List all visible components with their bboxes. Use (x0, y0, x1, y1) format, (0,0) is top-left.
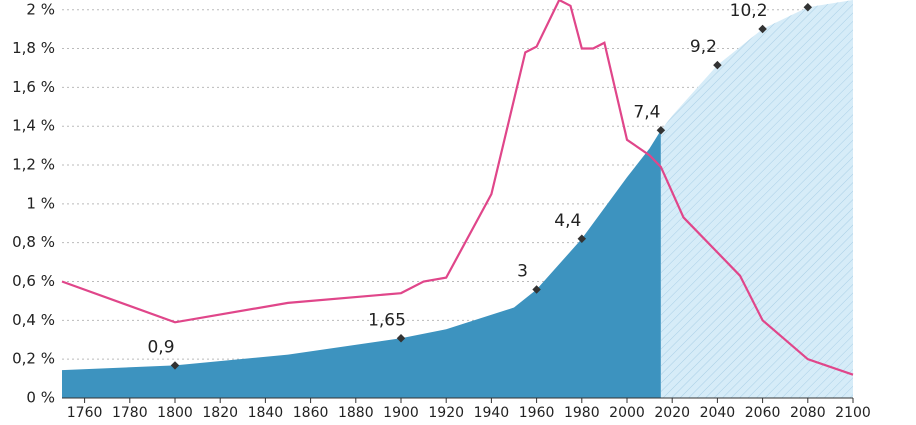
x-tick-label: 1980 (564, 405, 600, 421)
x-tick-label: 1900 (383, 405, 419, 421)
y-tick-label: 1,2 % (12, 156, 55, 174)
x-tick-label: 1960 (519, 405, 555, 421)
y-tick-label: 0,8 % (12, 233, 55, 251)
x-tick-label: 1760 (67, 405, 103, 421)
x-tick-label: 2060 (745, 405, 781, 421)
x-tick-label: 1940 (474, 405, 510, 421)
projection-hatch (660, 0, 853, 398)
y-tick-label: 1 % (26, 194, 55, 212)
x-tick-label: 2000 (609, 405, 645, 421)
value-label: 4,4 (554, 211, 581, 231)
x-tick-label: 2040 (700, 405, 736, 421)
point-marker (170, 361, 180, 370)
y-tick-label: 0,2 % (12, 350, 55, 368)
y-tick-label: 0,6 % (12, 272, 55, 290)
x-tick-label: 1780 (112, 405, 148, 421)
growth-line (61, 0, 854, 376)
y-tick-label: 1,8 % (12, 39, 55, 57)
x-tick-label: 1860 (293, 405, 329, 421)
x-tick-label: 1920 (428, 405, 464, 421)
x-tick-label: 1800 (157, 405, 193, 421)
value-label: 10,2 (730, 1, 768, 21)
x-tick-label: 2100 (835, 405, 871, 421)
x-tick-label: 1880 (338, 405, 374, 421)
population-area (62, 130, 661, 398)
x-tick-label: 2020 (654, 405, 690, 421)
y-tick-label: 0 % (26, 389, 55, 407)
value-label: 3 (517, 261, 528, 281)
point-marker (532, 285, 541, 294)
value-label: 1,65 (368, 310, 406, 330)
x-tick-label: 2080 (790, 405, 826, 421)
value-label: 9,2 (690, 37, 717, 57)
value-label: 0,9 (147, 337, 174, 357)
y-tick-label: 2 % (26, 1, 55, 19)
y-tick-label: 1,4 % (12, 117, 55, 135)
y-tick-label: 1,6 % (12, 78, 55, 96)
x-tick-label: 1840 (248, 405, 284, 421)
y-tick-label: 0,4 % (12, 311, 55, 329)
x-tick-label: 1820 (202, 405, 238, 421)
value-label: 7,4 (633, 102, 660, 122)
point-marker (396, 334, 406, 343)
